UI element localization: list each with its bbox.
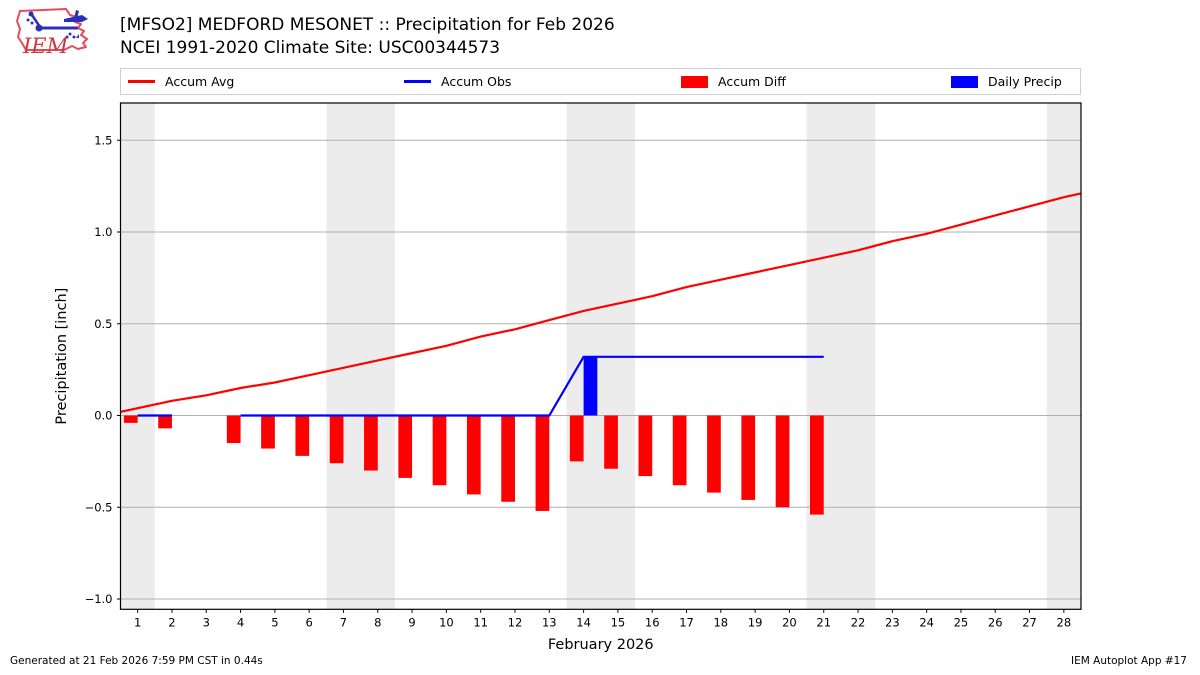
x-tick-label: 2 [168,615,175,629]
x-tick-label: 23 [885,615,900,629]
x-tick-label: 7 [340,615,347,629]
y-tick-label: 0.5 [94,317,112,331]
iem-logo: IEM [16,8,88,58]
accum-obs-line [240,355,824,417]
legend-label: Accum Obs [441,74,512,89]
accum-diff-bar [261,415,275,449]
legend-item-accum-diff: Accum Diff [681,69,786,94]
legend-item-daily-precip: Daily Precip [951,69,1062,94]
accum-diff-bar [123,415,138,423]
x-tick-label: 24 [919,615,934,629]
accum-diff-bar [604,415,618,469]
accum-diff-bar [569,415,584,462]
accum-diff-bar [329,415,344,464]
x-tick-label: 27 [1022,615,1037,629]
daily-precip-bar [583,356,598,416]
x-tick-label: 26 [988,615,1003,629]
accum-diff-bar [398,415,413,478]
legend-item-accum-obs: Accum Obs [404,69,511,94]
daily-precip-patch-swatch [951,75,978,88]
legend-label: Daily Precip [988,74,1062,89]
x-tick-label: 9 [408,615,415,629]
x-tick-label: 3 [203,615,210,629]
x-tick-label: 12 [508,615,523,629]
weekend-band [326,103,395,610]
x-tick-label: 17 [679,615,694,629]
x-tick-label: 20 [782,615,797,629]
x-axis-label: February 2026 [548,637,654,653]
x-tick-label: 5 [271,615,278,629]
accum-avg-line [120,192,1082,413]
accum-diff-bar [295,415,310,456]
legend-label: Accum Avg [165,74,235,89]
y-tick-label: 1.5 [94,133,112,147]
app-credit: IEM Autoplot App #17 [1071,655,1187,667]
x-tick-label: 28 [1057,615,1072,629]
accum-diff-bar [226,415,241,444]
accum-diff-bar [535,415,550,511]
weekend-band [120,103,155,610]
x-tick-label: 25 [954,615,969,629]
y-tick-label: −1.0 [85,592,113,606]
accum-obs-line-swatch [404,80,431,83]
chart-subtitle: NCEI 1991-2020 Climate Site: USC00344573 [120,38,501,58]
generated-timestamp: Generated at 21 Feb 2026 7:59 PM CST in … [10,655,263,667]
accum-diff-bar [638,415,653,477]
x-tick-label: 13 [542,615,557,629]
x-tick-label: 16 [645,615,660,629]
x-tick-label: 1 [134,615,141,629]
y-tick-label: −0.5 [85,500,113,514]
accum-diff-bar [672,415,687,486]
x-tick-label: 15 [611,615,626,629]
x-tick-label: 11 [473,615,488,629]
x-tick-label: 18 [713,615,728,629]
x-tick-label: 10 [439,615,454,629]
legend: Accum Avg Accum Obs Accum Diff Daily Pre… [120,68,1081,95]
accum-diff-bar [364,415,378,471]
chart-title: [MFSO2] MEDFORD MESONET :: Precipitation… [120,15,615,35]
x-tick-label: 6 [306,615,313,629]
x-tick-label: 19 [748,615,763,629]
x-tick-label: 14 [576,615,591,629]
accum-diff-bar [158,415,172,429]
x-tick-label: 8 [374,615,381,629]
title-block: [MFSO2] MEDFORD MESONET :: Precipitation… [120,14,615,60]
iem-logo-text: IEM [22,34,69,58]
legend-label: Accum Diff [718,74,786,89]
plot-border [119,102,1082,610]
x-tick-label: 22 [851,615,866,629]
x-tick-label: 21 [816,615,831,629]
legend-item-accum-avg: Accum Avg [128,69,234,94]
accum-diff-bar [741,415,756,500]
x-tick-label: 4 [237,615,244,629]
accum-diff-bar [432,415,447,486]
accum-diff-bar [501,415,515,502]
y-tick-label: 0.0 [94,409,112,423]
y-tick-label: 1.0 [94,225,112,239]
accum-avg-line-swatch [128,80,155,83]
y-axis-label: Precipitation [inch] [54,288,70,425]
accum-diff-bar [707,415,721,493]
accum-diff-patch-swatch [681,75,708,88]
accum-diff-bar [775,415,790,508]
anemometer-icon [26,10,88,39]
accum-diff-bar [810,415,824,515]
weekend-band [1046,103,1081,610]
accum-diff-bar [466,415,481,495]
